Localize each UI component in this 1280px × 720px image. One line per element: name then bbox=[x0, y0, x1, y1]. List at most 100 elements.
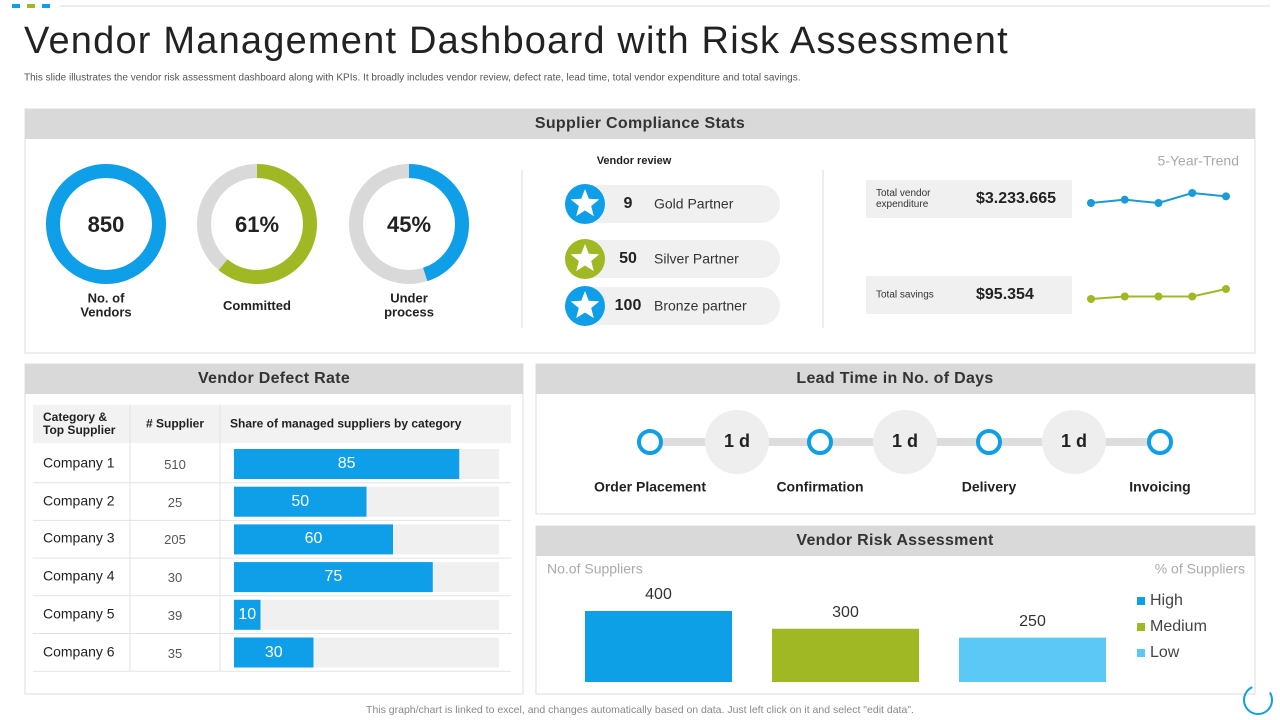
kpi-value: $95.354 bbox=[976, 286, 1034, 304]
axis-label: No.of Suppliers bbox=[547, 560, 643, 577]
legend-swatch bbox=[1137, 597, 1145, 605]
review-label: Gold Partner bbox=[654, 195, 734, 212]
kpi-label: Total savings bbox=[876, 289, 934, 301]
review-label: Silver Partner bbox=[654, 250, 739, 267]
bar bbox=[234, 449, 460, 479]
page-title: Vendor Management Dashboard with Risk As… bbox=[24, 20, 1009, 63]
supplier-count: 205 bbox=[164, 532, 186, 548]
sparkline-dot bbox=[1154, 199, 1163, 207]
step-label: Delivery bbox=[961, 478, 1017, 495]
decor bbox=[27, 4, 35, 8]
donut-arc bbox=[349, 164, 469, 284]
sparkline-dot bbox=[1087, 199, 1095, 207]
kpi-box bbox=[866, 180, 1072, 218]
donut-arc bbox=[46, 164, 166, 284]
donut-value: 61% bbox=[234, 211, 280, 237]
review-count: 9 bbox=[623, 195, 633, 213]
bar-label: 400 bbox=[645, 586, 672, 604]
legend-label: Low bbox=[1150, 644, 1180, 662]
bar bbox=[234, 486, 367, 517]
bar-label: 10 bbox=[238, 606, 257, 623]
review-pill bbox=[565, 185, 780, 223]
column-header: Share of managed suppliers by category bbox=[230, 416, 462, 431]
review-count: 50 bbox=[619, 250, 637, 268]
kpi-label: Total vendor expenditure bbox=[876, 188, 931, 210]
duration-label: 1 d bbox=[1060, 431, 1088, 452]
legend-swatch bbox=[1137, 623, 1145, 631]
sparkline-dot bbox=[1188, 189, 1197, 197]
star-icon bbox=[570, 291, 600, 319]
duration-label: 1 d bbox=[723, 431, 751, 452]
review-pill bbox=[565, 287, 780, 325]
panel-header bbox=[25, 109, 1255, 139]
bar-label: 300 bbox=[832, 603, 859, 621]
kpi-value: $3.233.665 bbox=[976, 190, 1057, 208]
bar-label: 85 bbox=[337, 455, 356, 473]
table-header bbox=[33, 405, 511, 443]
column-header: Category & Top Supplier bbox=[43, 409, 116, 437]
step-label: Confirmation bbox=[776, 478, 864, 495]
legend-swatch bbox=[1137, 649, 1145, 657]
step-node bbox=[807, 429, 833, 455]
step-label: Order Placement bbox=[593, 478, 707, 495]
duration-bubble bbox=[1042, 410, 1106, 474]
page-subtitle: This slide illustrates the vendor risk a… bbox=[24, 72, 801, 84]
bar bbox=[234, 562, 433, 593]
sparkline-dot bbox=[1154, 292, 1163, 301]
legend-label: High bbox=[1150, 592, 1183, 610]
supplier-count: 35 bbox=[167, 645, 183, 661]
bar-label: 75 bbox=[324, 568, 343, 586]
sparkline-dot bbox=[1087, 295, 1095, 303]
company-name: Company 1 bbox=[43, 454, 115, 471]
decor bbox=[60, 5, 1270, 7]
decor bbox=[1243, 685, 1273, 715]
duration-label: 1 d bbox=[891, 431, 919, 452]
bar bbox=[234, 524, 393, 555]
bar bbox=[234, 599, 261, 630]
supplier-count: 39 bbox=[167, 607, 183, 623]
sparkline-dot bbox=[1120, 292, 1129, 301]
panel-title: Vendor Risk Assessment bbox=[796, 532, 994, 550]
supplier-count: 510 bbox=[164, 456, 186, 472]
sparkline-dot bbox=[1120, 195, 1129, 204]
step-label: Invoicing bbox=[1129, 478, 1191, 495]
duration-bubble bbox=[873, 410, 937, 474]
decor bbox=[12, 4, 20, 8]
bar bbox=[772, 628, 919, 682]
column-header: # Supplier bbox=[145, 416, 205, 431]
bar bbox=[234, 637, 314, 668]
supplier-count: 25 bbox=[167, 494, 183, 510]
review-label: Bronze partner bbox=[654, 297, 747, 314]
bar-label: 50 bbox=[291, 492, 310, 510]
sparkline-dot bbox=[1222, 192, 1230, 201]
star-icon bbox=[570, 189, 600, 217]
kpi-box bbox=[866, 276, 1072, 314]
review-pill bbox=[565, 240, 780, 278]
bar bbox=[585, 611, 732, 682]
donut-value: 850 bbox=[87, 211, 125, 237]
bar-track bbox=[234, 599, 499, 630]
step-node bbox=[1147, 429, 1173, 455]
axis-label: % of Suppliers bbox=[1154, 560, 1245, 577]
bar-label: 250 bbox=[1019, 612, 1046, 630]
panel-header bbox=[536, 364, 1255, 394]
panel-header bbox=[536, 526, 1255, 556]
donut-label: Under process bbox=[384, 290, 434, 320]
footer-note: This graph/chart is linked to excel, and… bbox=[366, 704, 914, 717]
star-icon bbox=[570, 244, 600, 272]
company-name: Company 4 bbox=[43, 567, 115, 584]
company-name: Company 6 bbox=[43, 642, 115, 659]
sparkline-dot bbox=[1188, 292, 1197, 301]
review-count: 100 bbox=[614, 297, 642, 315]
bar-label: 30 bbox=[264, 643, 283, 661]
panel-title: Supplier Compliance Stats bbox=[534, 115, 746, 133]
step-node bbox=[637, 429, 663, 455]
review-title: Vendor review bbox=[596, 154, 672, 167]
panel-header bbox=[25, 364, 523, 394]
donut-arc bbox=[197, 164, 317, 284]
donut-value: 45% bbox=[386, 211, 432, 237]
company-name: Company 2 bbox=[43, 491, 115, 508]
supplier-count: 30 bbox=[167, 569, 183, 585]
